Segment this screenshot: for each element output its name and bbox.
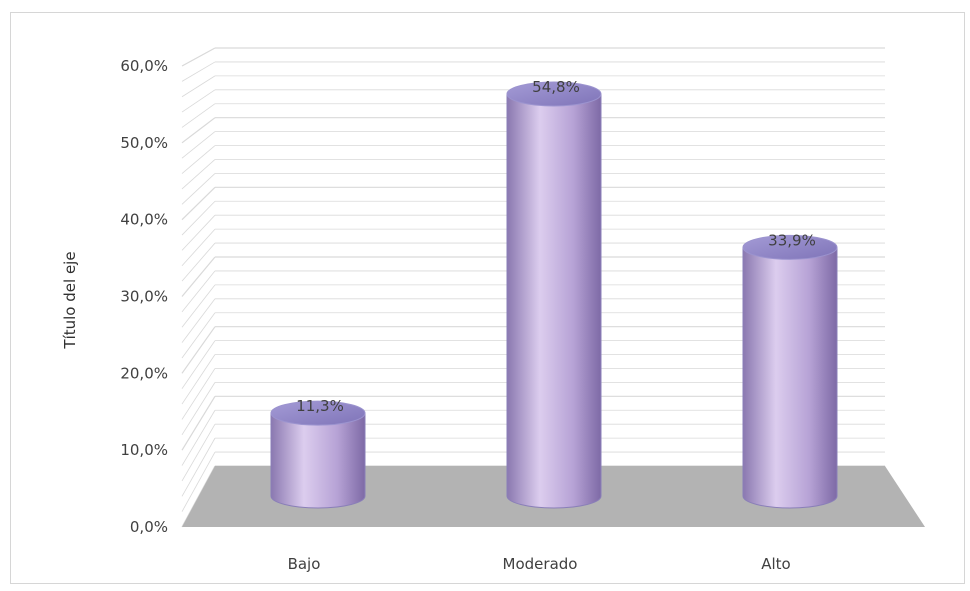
- gridline-side: [181, 47, 216, 67]
- gridline-side: [181, 423, 216, 482]
- category-label: Alto: [761, 555, 791, 573]
- gridline-side: [181, 326, 216, 374]
- bar-bajo: [270, 400, 366, 509]
- gridline-side: [181, 117, 216, 144]
- data-label: 54,8%: [532, 78, 580, 96]
- gridline-side: [181, 396, 216, 451]
- y-tick-label: 60,0%: [120, 57, 168, 75]
- y-tick-label: 40,0%: [120, 211, 168, 229]
- bar-body: [742, 246, 838, 509]
- gridline-side: [181, 270, 216, 313]
- gridline-side: [181, 228, 216, 267]
- gridline-side: [181, 103, 216, 128]
- category-label: Bajo: [288, 555, 321, 573]
- gridline-side: [181, 242, 216, 282]
- data-label: 33,9%: [768, 231, 816, 249]
- gridline-side: [181, 382, 216, 436]
- gridline-side: [181, 75, 216, 98]
- bar-body: [506, 93, 602, 509]
- data-label: 11,3%: [296, 397, 344, 415]
- bar-top: [742, 234, 838, 260]
- gridline-side: [181, 131, 216, 159]
- y-tick-label: 30,0%: [120, 288, 168, 306]
- y-tick-label: 20,0%: [120, 364, 168, 382]
- gridline-side: [181, 89, 216, 113]
- gridline-side: [181, 200, 216, 236]
- gridline-side: [181, 354, 216, 405]
- gridline-side: [181, 451, 216, 512]
- gridline-side: [181, 312, 216, 359]
- gridline-side: [181, 256, 216, 297]
- bar-moderado: [506, 81, 602, 509]
- gridline-side: [181, 214, 216, 251]
- gridline-side: [181, 61, 216, 82]
- gridline-side: [181, 340, 216, 389]
- gridline-side: [181, 284, 216, 328]
- gridline-side: [181, 186, 216, 221]
- gridline-side: [181, 437, 216, 497]
- gridline-side: [181, 410, 216, 466]
- bar-body: [270, 412, 366, 509]
- y-tick-label: 10,0%: [120, 441, 168, 459]
- gridline-side: [181, 145, 216, 174]
- y-axis-title: Título del eje: [61, 251, 79, 349]
- gridline-side: [181, 159, 216, 190]
- y-tick-label: 50,0%: [120, 134, 168, 152]
- category-label: Moderado: [503, 555, 578, 573]
- gridline-side: [181, 298, 216, 343]
- gridline-side: [181, 368, 216, 420]
- gridline-side: [181, 173, 216, 205]
- bar-top: [270, 400, 366, 426]
- bar-top: [506, 81, 602, 107]
- bar-alto: [742, 234, 838, 509]
- y-tick-label: 0,0%: [130, 518, 168, 536]
